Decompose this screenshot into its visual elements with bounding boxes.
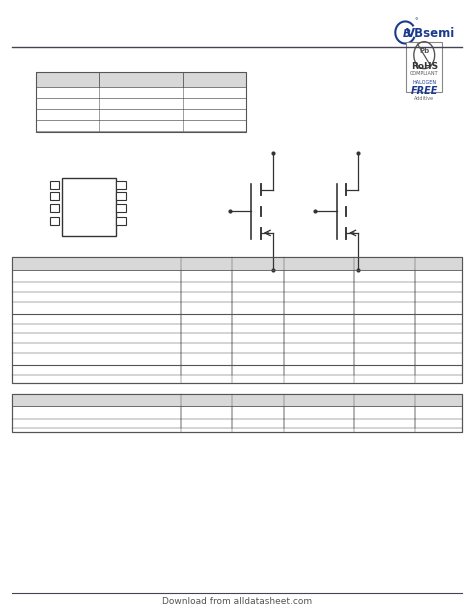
Bar (36, 72, 246, 132)
Bar (50, 181, 59, 189)
Bar (12, 394, 462, 432)
Bar (36, 109, 246, 120)
Text: VBsemi: VBsemi (406, 27, 455, 40)
Bar (36, 98, 246, 109)
Bar (50, 217, 59, 225)
Text: Additive: Additive (414, 96, 434, 101)
Bar (50, 205, 59, 213)
Bar (36, 87, 246, 98)
Text: RoHS: RoHS (410, 62, 438, 70)
Bar (12, 257, 462, 270)
Bar (406, 42, 442, 92)
Bar (116, 217, 126, 225)
Bar (116, 181, 126, 189)
Bar (116, 192, 126, 200)
Text: Pb: Pb (419, 48, 429, 54)
Text: Download from alldatasheet.com: Download from alldatasheet.com (162, 598, 312, 606)
Text: °: ° (414, 18, 418, 25)
Bar (62, 178, 116, 236)
Bar (50, 192, 59, 200)
Text: HALOGEN: HALOGEN (412, 80, 436, 85)
Bar (36, 72, 246, 87)
Bar (36, 120, 246, 131)
Text: FREE: FREE (410, 86, 438, 96)
Bar (12, 257, 462, 383)
Bar (12, 394, 462, 432)
Bar (12, 257, 462, 383)
Bar (12, 394, 462, 406)
Text: COMPLIANT: COMPLIANT (410, 71, 438, 76)
Bar (116, 205, 126, 213)
Text: B: B (403, 29, 410, 39)
